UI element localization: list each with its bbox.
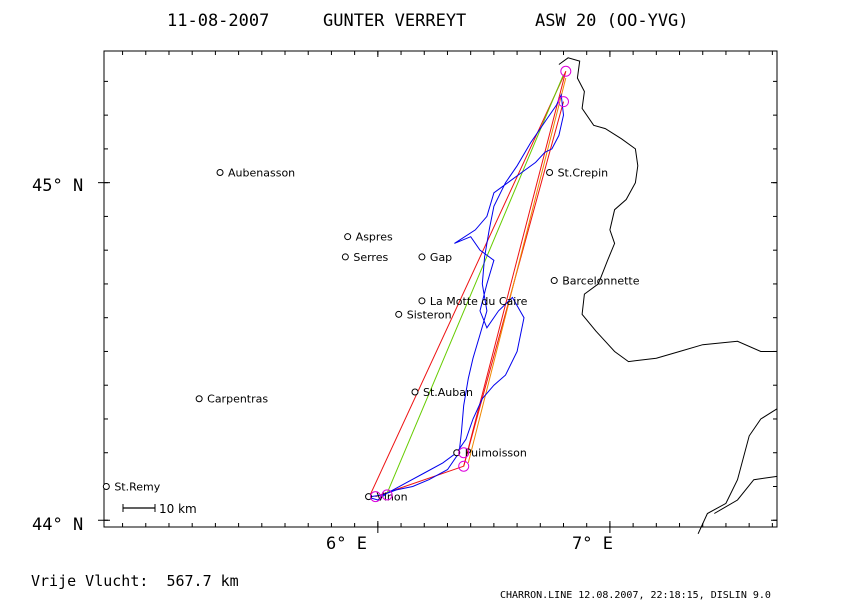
axis-ticks <box>98 51 777 533</box>
turnpoint-circle <box>458 447 470 459</box>
turnpoint-circles <box>370 65 572 503</box>
place-marker <box>411 388 419 396</box>
turnpoint-circle <box>381 489 393 501</box>
place-label: Serres <box>353 251 388 264</box>
border-line <box>558 57 777 363</box>
border-line <box>714 475 778 514</box>
place-label: St.Crepin <box>558 167 609 180</box>
place-label: St.Remy <box>114 480 160 493</box>
map-frame <box>103 50 778 528</box>
scale-bar: 10 km <box>122 502 197 516</box>
turnpoint-circle <box>560 65 572 77</box>
place-marker <box>550 277 558 285</box>
place-marker <box>395 310 403 318</box>
country-border <box>558 57 778 535</box>
place-marker <box>453 449 461 457</box>
place-marker <box>216 169 224 177</box>
scale-bar-label: 10 km <box>159 502 197 516</box>
place-label: La Motte du Caire <box>430 295 528 308</box>
task-leg <box>463 71 567 467</box>
place-marker <box>102 482 110 490</box>
task-legs <box>368 71 567 499</box>
lon-label-6: 6° E <box>326 534 367 554</box>
place-marker <box>365 493 373 501</box>
border-line <box>697 408 778 535</box>
title-aircraft: ASW 20 (OO-YVG) <box>535 11 689 31</box>
task-leg <box>386 74 564 494</box>
flight-track-line <box>366 93 565 501</box>
place-marker <box>341 253 349 261</box>
title-pilot: GUNTER VERREYT <box>323 11 466 31</box>
task-leg <box>467 77 567 464</box>
title-date: 11-08-2007 <box>167 11 269 31</box>
task-leg <box>368 71 567 499</box>
lat-label-44: 44° N <box>32 515 83 535</box>
place-label: Sisteron <box>407 308 452 321</box>
place-marker <box>546 169 554 177</box>
turnpoint-circle <box>458 460 470 472</box>
place-label: Aspres <box>356 231 393 244</box>
place-label: Carpentras <box>207 393 268 406</box>
footer-info: CHARRON.LINE 12.08.2007, 22:18:15, DISLI… <box>500 590 771 601</box>
place-label: Barcelonnette <box>562 275 640 288</box>
free-flight-distance: Vrije Vlucht: 567.7 km <box>31 572 239 590</box>
turnpoint-circle <box>370 491 382 503</box>
lat-label-45: 45° N <box>32 176 83 196</box>
place-label: Puimoisson <box>465 447 527 460</box>
place-markers: Aubenasson Aspres Serres Gap St.Crepin Barcel… <box>102 167 640 504</box>
place-label: St.Auban <box>423 386 473 399</box>
place-marker <box>195 395 203 403</box>
place-marker <box>418 297 426 305</box>
place-marker <box>344 233 352 241</box>
flight-track <box>366 93 565 501</box>
place-label: Aubenasson <box>228 167 295 180</box>
lon-label-7: 7° E <box>572 534 613 554</box>
place-label: Gap <box>430 251 452 264</box>
place-marker <box>418 253 426 261</box>
turnpoint-circle <box>557 96 569 108</box>
